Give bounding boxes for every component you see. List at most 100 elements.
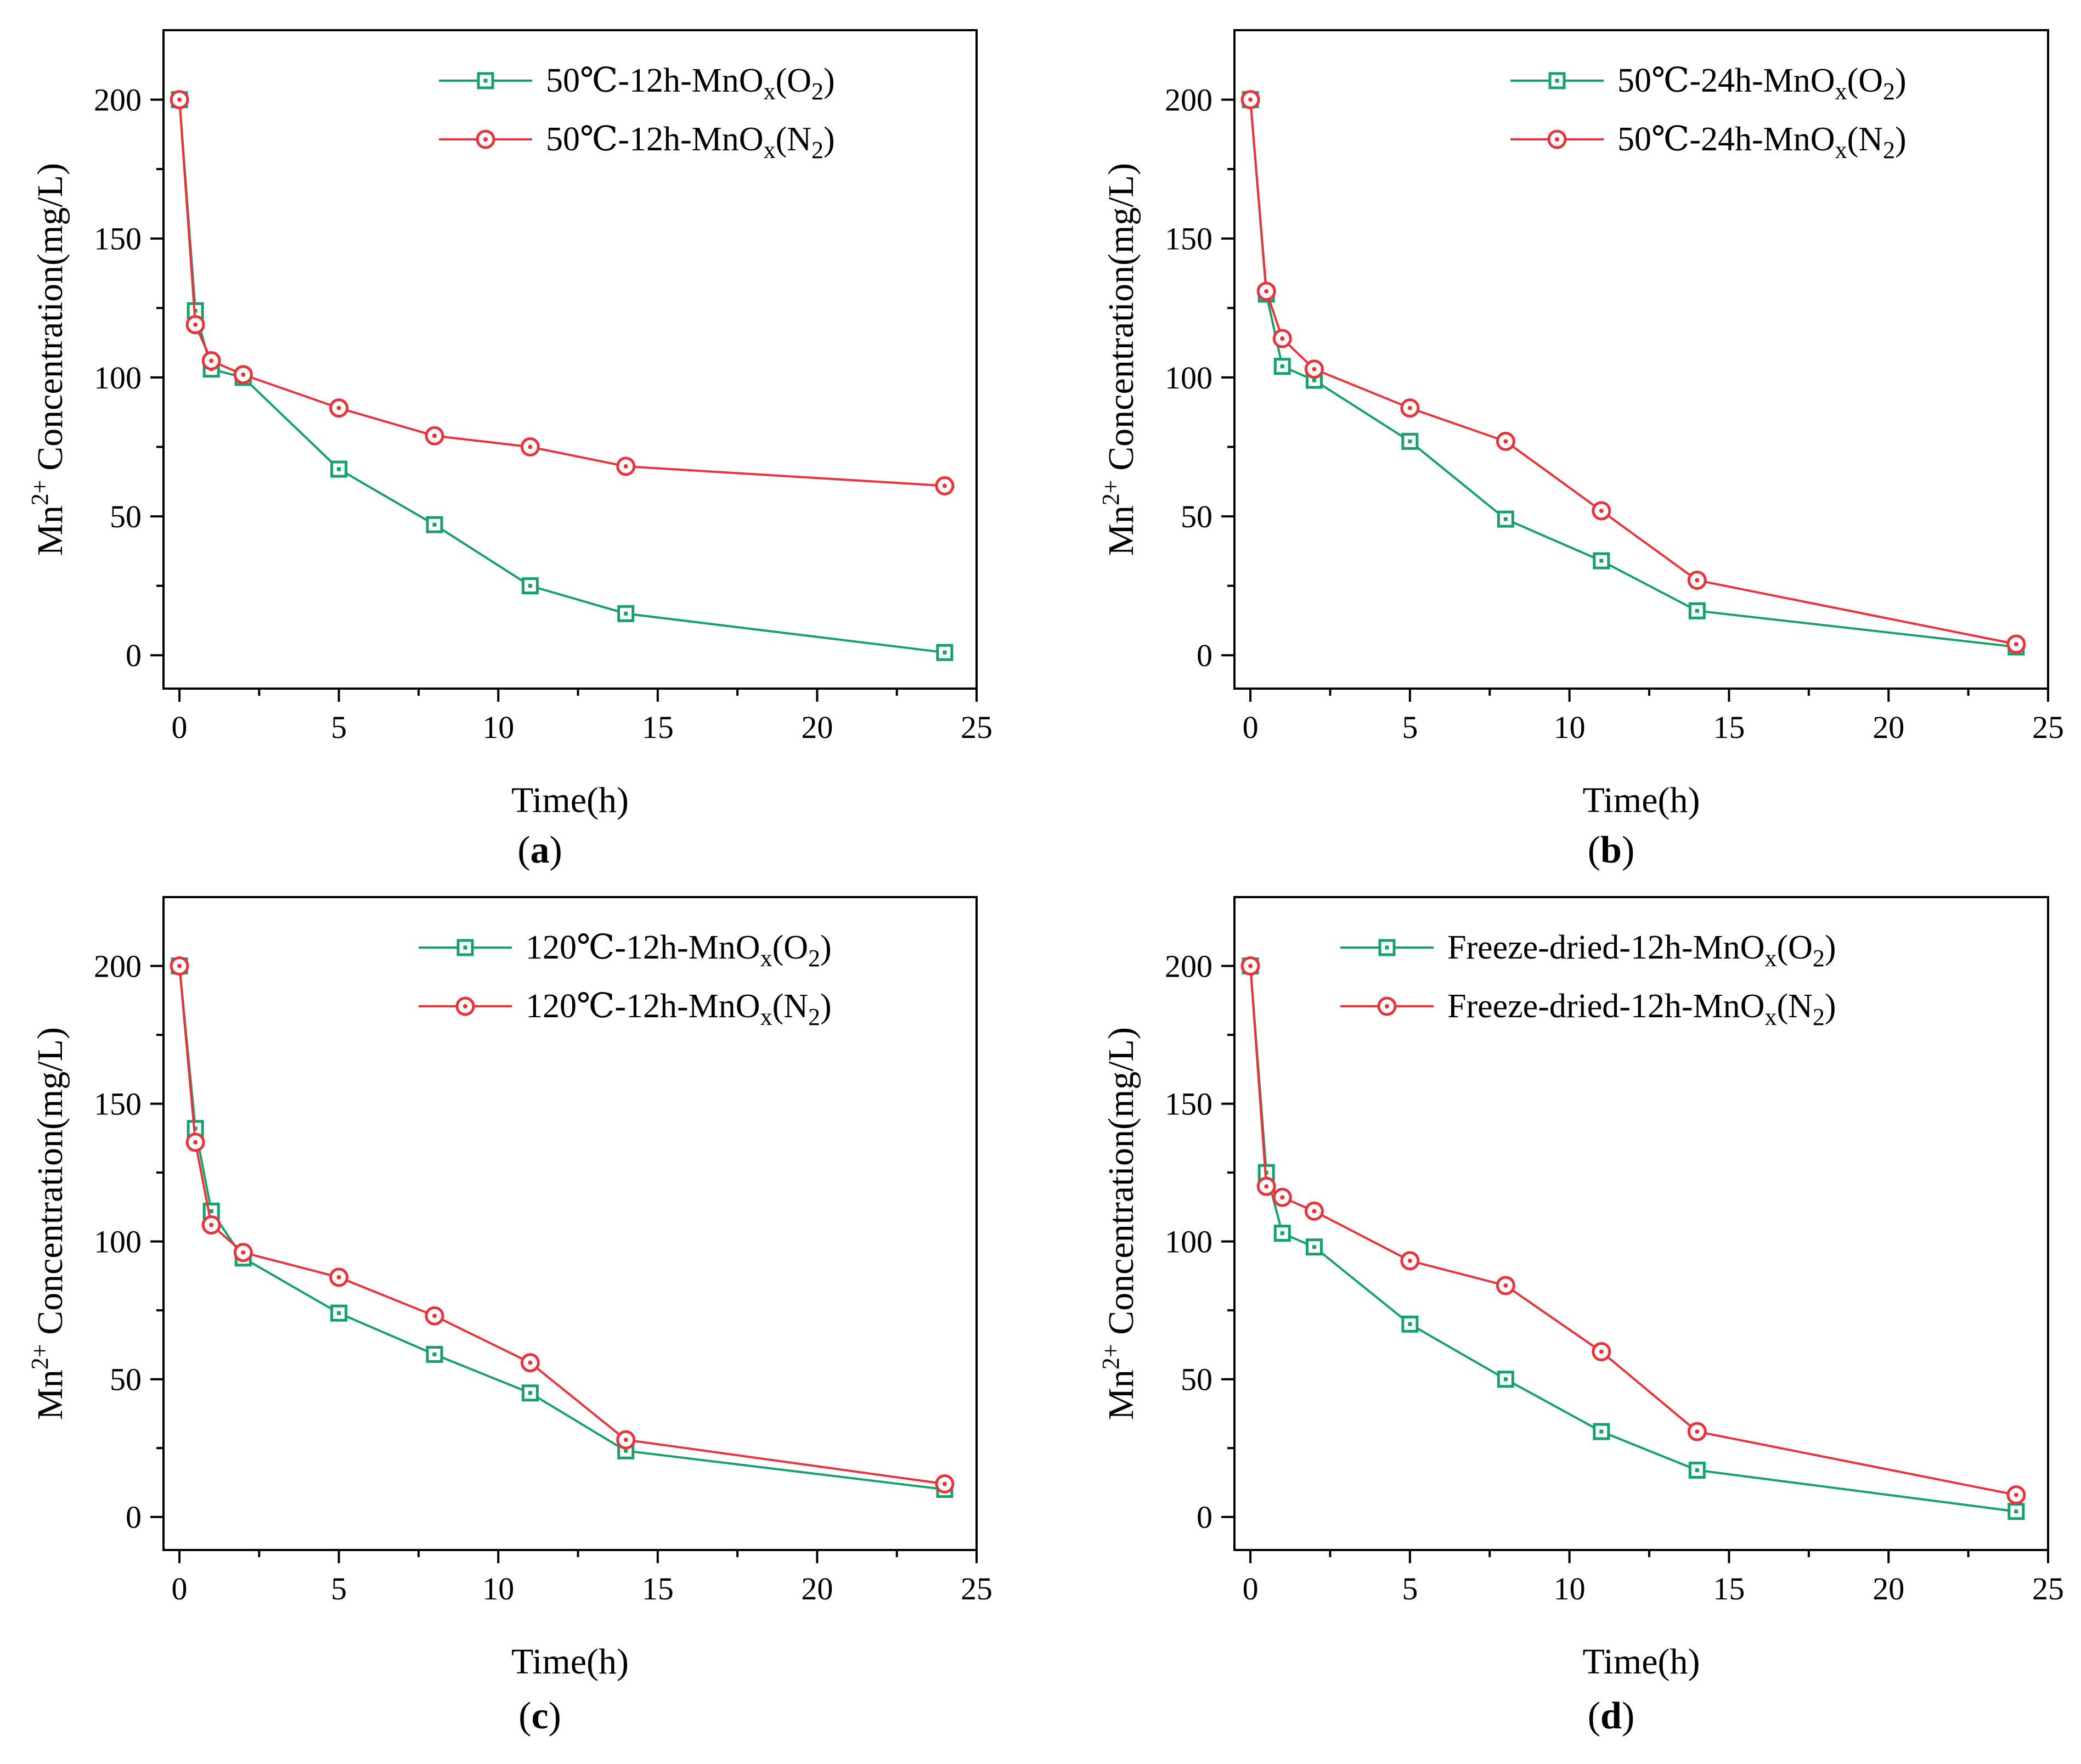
x-tick-label: 5 [331,1571,347,1607]
legend-label: 50℃-24h-MnOx(N2) [1617,121,1907,164]
series-n2 [1240,90,2026,654]
legend-label-sub: x [1835,137,1847,164]
series-o2 [1242,91,2025,656]
data-point [426,1346,443,1363]
y-tick-label: 50 [110,1362,142,1397]
legend-label-mid: (N [1777,988,1812,1025]
series-line [1249,99,2017,645]
panel-label: (a) [517,829,562,871]
y-axis-title: Mn2+ Concentration(mg/L) [1097,163,1141,556]
legend-marker-center [1385,945,1389,950]
data-point-center [1408,439,1412,443]
data-point-center [1599,559,1604,563]
legend-label-main: 50℃-12h-MnO [546,62,764,99]
legend-label-sub: 2 [811,137,824,164]
data-point-center [2014,641,2018,646]
legend-marker-center [1555,137,1559,142]
data-point-center [1264,1184,1269,1189]
x-tick-label: 10 [1554,1571,1586,1607]
data-point-center [1280,1195,1285,1200]
data-point-center [942,1481,947,1486]
x-tick-label: 20 [1873,1571,1904,1607]
data-point-center [1503,517,1508,521]
panel-label-letter: a [531,829,550,871]
data-point-center [241,1250,246,1255]
x-tick-label: 15 [1713,709,1745,745]
x-tick-label: 5 [331,709,347,745]
legend-marker [456,939,474,956]
y-tick-label: 0 [1197,1500,1212,1535]
x-axis-title: Time(h) [511,780,629,820]
data-point [521,577,539,595]
x-tick-label: 5 [1402,1571,1418,1607]
y-tick-label: 150 [1165,221,1212,257]
x-tick-label: 25 [2032,1571,2064,1607]
legend-entry-o2: 50℃-12h-MnOx(O2) [439,62,835,105]
chart-panel-d: 0 5 10 15 20 25 0 50 100 150 200 Time(h) Mn2+ Concen… [1097,896,2064,1737]
plot-frame [1233,896,2049,1551]
legend-label-sub: 2 [808,945,820,972]
panel-label: (d) [1588,1695,1635,1737]
legend-label-mid: (O [1777,929,1812,966]
data-point [1401,432,1419,450]
chart-panel-a: 0 5 10 15 20 25 0 50 100 150 200 Time(h) Mn2+ Concen… [26,29,992,871]
series-o2 [1242,957,2025,1520]
plot-frame [162,29,978,690]
legend-label-post: ) [824,121,835,158]
legend-label-sub: 2 [1813,945,1825,972]
data-point-center [193,1140,198,1145]
panel-label-close: ) [550,829,562,871]
x-tick-label: 5 [1402,709,1418,745]
series-line [178,99,945,654]
data-point-center [1312,1209,1317,1214]
legend-label-mid: (N [776,121,811,158]
data-point-center [209,1209,213,1213]
y-axis-title: Mn2+ Concentration(mg/L) [1097,1027,1141,1420]
y-tick-label: 100 [94,360,142,396]
data-point-center [177,963,182,968]
data-point-center [209,358,214,363]
legend-entry-o2: 50℃-24h-MnOx(O2) [1510,62,1907,105]
panel-label-open: ( [1588,1695,1600,1737]
panel-label-close: ) [1622,829,1634,871]
data-point-center [1312,378,1316,382]
data-point-center [193,1126,198,1131]
legend-label-post: ) [820,929,832,966]
legend-label-mid: (N [1847,121,1883,158]
legend-label: 120℃-12h-MnOx(N2) [526,988,832,1030]
y-axis-title-base: Mn [30,505,70,556]
plot-frame [162,896,978,1551]
legend-label-sub: 2 [808,1004,820,1030]
y-axis-title-rest: Concentration(mg/L) [30,163,70,480]
data-point-center [1695,578,1700,583]
x-tick-label: 15 [1713,1571,1745,1607]
data-point-center [336,1275,341,1280]
legend-entry-o2: 120℃-12h-MnOx(O2) [419,929,832,972]
data-point [1497,510,1514,528]
legend-label-mid: (O [776,62,811,99]
x-axis-title: Time(h) [511,1642,629,1682]
y-axis-title-base: Mn [1101,505,1141,556]
data-point-center [432,1352,437,1357]
data-point-center [2014,1492,2018,1497]
panel-label: (b) [1588,829,1635,871]
series-line [1249,99,2017,649]
data-point-center [241,372,246,377]
y-tick-label: 200 [1165,949,1212,984]
data-point-center [1599,1429,1604,1434]
legend-label-post: ) [1895,62,1907,99]
y-tick-label: 50 [110,499,142,534]
y-axis-title: Mn2+ Concentration(mg/L) [26,1027,70,1420]
legend-label: 50℃-12h-MnOx(O2) [546,62,835,105]
y-tick-label: 100 [1165,360,1212,396]
y-axis-title-sup: 2+ [1097,1344,1124,1370]
series-line [178,966,945,1485]
x-tick-label: 0 [1243,709,1259,745]
data-point-center [1248,963,1253,968]
legend-label-main: 120℃-12h-MnO [526,988,760,1025]
legend-label-mid: (O [1847,62,1883,99]
legend-label-post: ) [1825,988,1836,1025]
legend-label-main: 50℃-24h-MnO [1617,62,1835,99]
data-point-center [528,1360,533,1365]
legend-label-main: Freeze-dried-12h-MnO [1447,929,1764,966]
